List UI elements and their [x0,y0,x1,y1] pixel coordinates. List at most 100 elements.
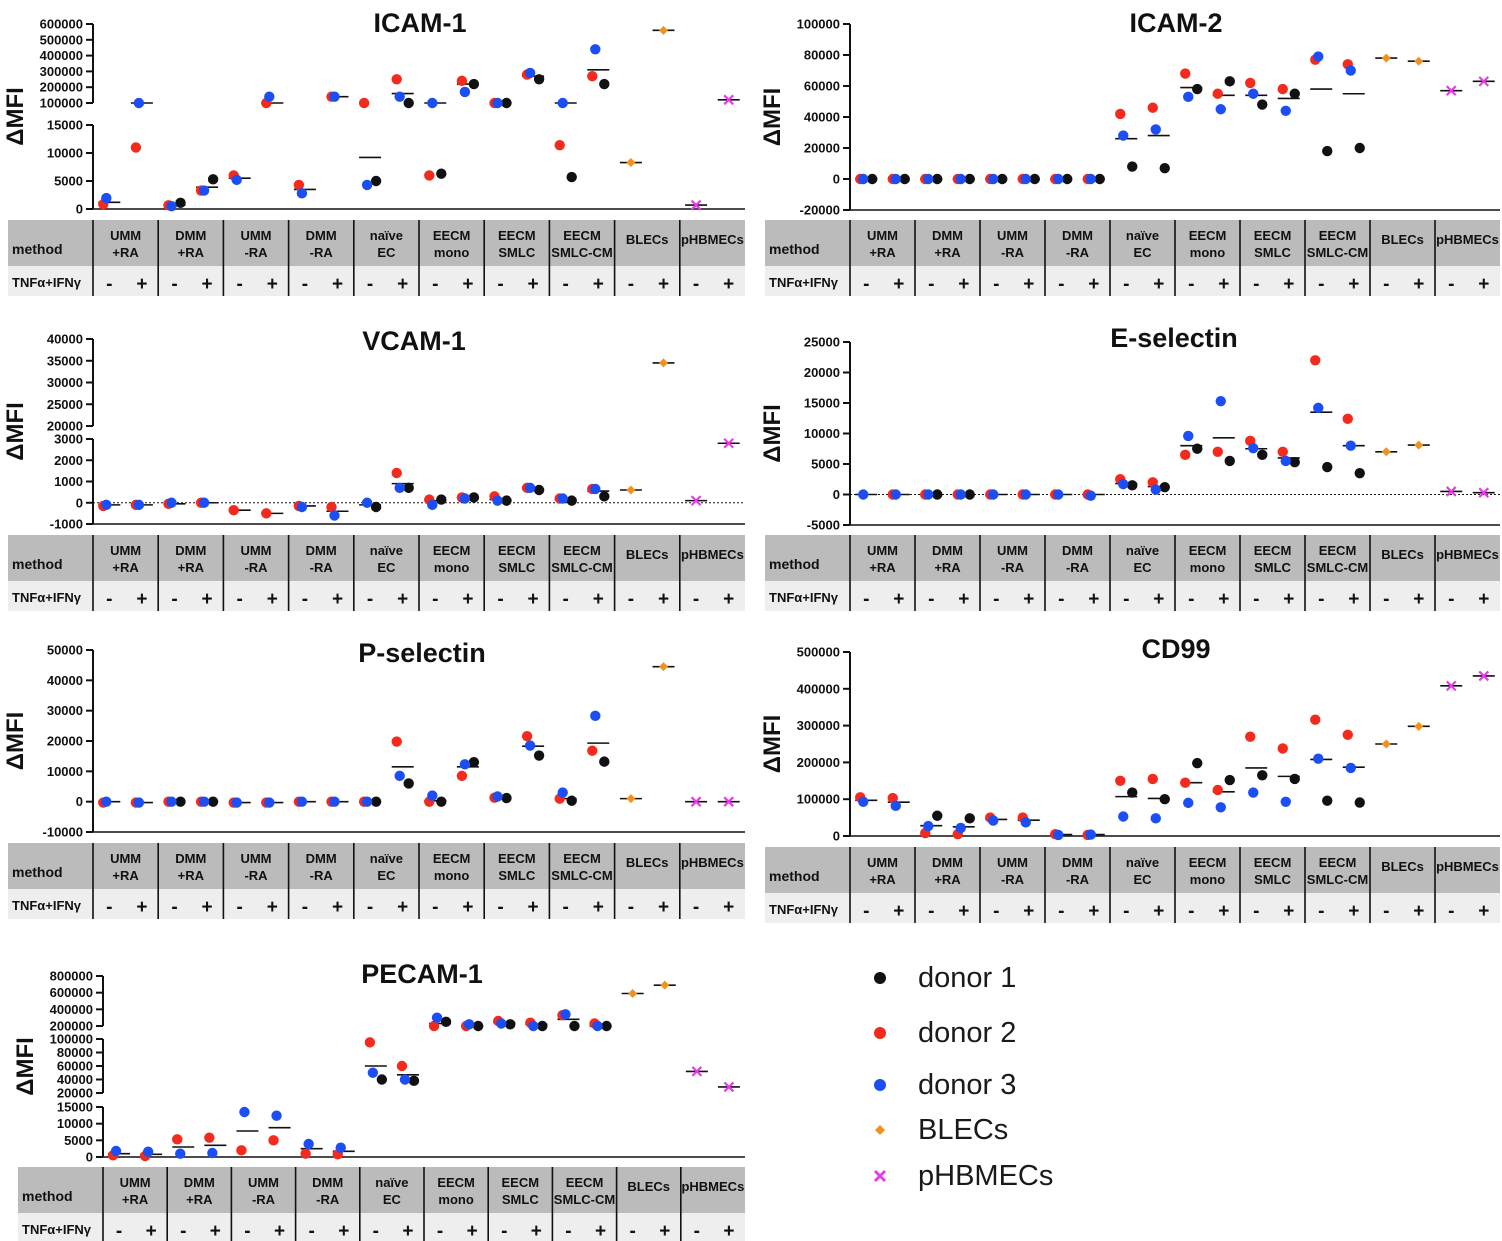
minus-sign: - [1383,274,1389,295]
y-tick-label: 15000 [804,396,840,411]
donor-3-point [166,497,177,508]
minus-sign: - [171,274,177,295]
y-axis-label: ΔMFI [759,404,786,463]
plus-sign: + [723,274,734,295]
method-label: UMM [997,543,1028,558]
donor-3-point [524,67,536,79]
plus-sign: + [1478,901,1489,922]
plus-sign: + [723,897,734,918]
y-tick-label: 60000 [57,1059,93,1074]
y-tick-label: 0 [76,495,83,510]
donor-1-point [440,1016,452,1028]
method-label: naïve [370,851,403,866]
donor-3-point [329,796,340,807]
y-tick-label: 40000 [804,110,840,125]
donor-2-point [228,504,239,516]
y-tick-label: 0 [86,1150,93,1165]
donor-3-point [198,185,210,196]
y-axis-label: ΔMFI [759,88,786,147]
method-label: DMM [1062,543,1093,558]
y-tick-label: 40000 [47,673,83,688]
donor-2-point [172,1134,183,1145]
phbmecs-point [690,495,702,506]
y-tick-label: 25000 [47,397,83,412]
donor-3-point [590,710,601,722]
donor-3-point [459,86,471,98]
donor-1-point [599,756,610,767]
method-row-label: method [22,1188,73,1204]
minus-sign: - [928,274,934,295]
minus-sign: - [628,897,634,918]
method-label: EECM [563,851,601,866]
donor-3-point [463,1019,475,1030]
method-label: SMLC [502,1192,539,1207]
donor-3-point [1215,395,1226,407]
method-label: BLECs [1381,859,1424,874]
minus-sign: - [171,589,177,610]
y-tick-label: 5000 [811,457,840,472]
donor-3-point [1248,442,1259,454]
plus-sign: + [146,1221,157,1241]
donor-3-point [303,1138,314,1150]
legend-donor-1: donor 1 [860,958,1016,998]
y-tick-label: 1000 [54,474,83,489]
minus-sign: - [1188,274,1194,295]
minus-sign: - [1058,274,1064,295]
donor-3-point [427,499,438,511]
plus-sign: + [274,1221,285,1241]
donor-3-point [175,1148,186,1159]
minus-sign: - [237,897,243,918]
donor-1-point [370,796,382,807]
donor-1-point [436,494,447,505]
method-label: EECM [1319,855,1357,870]
donor-3-point [1053,173,1064,185]
minus-sign: - [993,274,999,295]
method-label: UMM [240,228,271,243]
donor-2-marker-icon [874,1027,886,1039]
donor-2-point [204,1132,215,1143]
donor-1-point [376,1074,388,1085]
blecs-point [1414,721,1424,731]
donor-3-point [492,495,503,506]
method-label: -RA [244,245,268,260]
minus-sign: - [694,1221,700,1241]
plus-sign: + [1413,274,1424,295]
method-label: +RA [934,872,961,887]
minus-sign: - [432,589,438,610]
donor-3-point [1280,105,1291,117]
donor-1-point [533,484,545,496]
donor-1-point [436,168,447,179]
minus-sign: - [237,589,243,610]
plus-sign: + [593,897,604,918]
donor-3-point [459,759,471,770]
method-label: BLECs [626,855,669,870]
donor-1-point [1094,173,1105,185]
minus-sign: - [1253,274,1259,295]
y-tick-label: 40000 [57,1072,93,1087]
plus-sign: + [332,897,343,918]
donor-1-point [566,495,577,506]
minus-sign: - [501,1221,507,1241]
donor-3-point [394,770,405,782]
legend-label-donor-3: donor 3 [918,1068,1017,1101]
donor-3-point [955,173,966,185]
treatment-row-bg [8,581,745,611]
phbmecs-point [1445,486,1457,497]
donor-2-point [424,170,435,181]
method-label: SMLC [498,560,535,575]
plus-sign: + [332,274,343,295]
blecs-point [1381,53,1391,63]
phbmecs-cross-icon [873,1169,887,1183]
method-label: UMM [240,543,271,558]
donor-3-point [557,787,568,798]
blecs-point [659,25,668,35]
donor-3-point [1118,130,1129,141]
donor-3-point [524,482,536,494]
method-label: EECM [498,228,536,243]
donor-2-point [1115,108,1126,120]
treatment-row-label: TNFα+IFNγ [12,275,82,290]
plus-sign: + [1218,901,1229,922]
plus-sign: + [1218,589,1229,610]
donor-1-point [932,810,943,821]
